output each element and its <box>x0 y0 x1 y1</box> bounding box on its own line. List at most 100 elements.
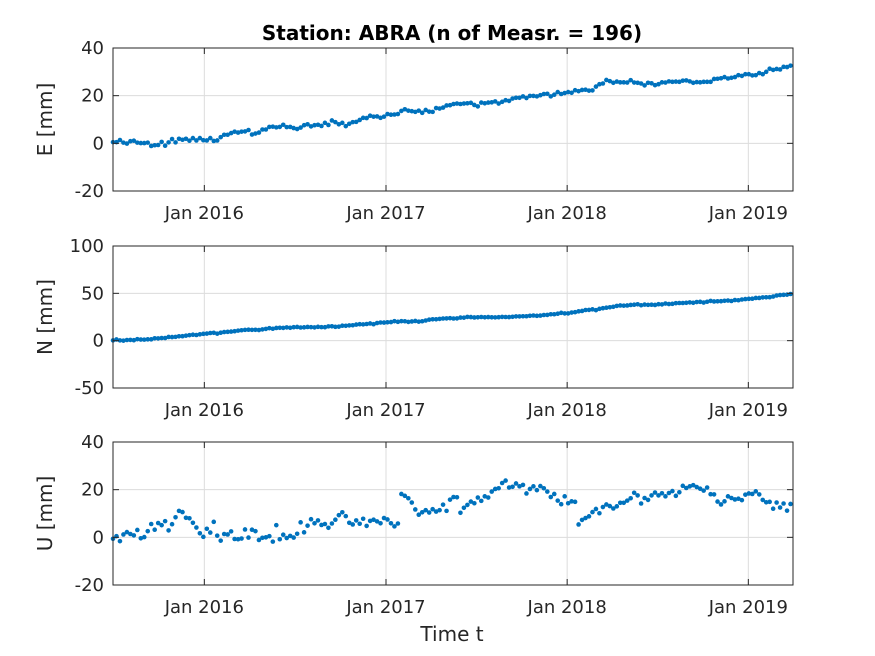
data-point <box>148 521 154 527</box>
data-point <box>274 522 279 528</box>
y-axis-title: U [mm] <box>33 476 57 552</box>
data-point <box>750 491 755 497</box>
data-point <box>333 324 338 330</box>
data-point <box>534 94 540 99</box>
y-axis-title: E [mm] <box>33 83 57 157</box>
data-point <box>395 319 401 325</box>
data-point <box>360 516 366 522</box>
data-point <box>225 329 230 335</box>
data-point <box>343 323 349 329</box>
data-point <box>753 295 759 301</box>
data-point <box>423 107 429 113</box>
data-point <box>739 73 745 79</box>
data-point <box>617 303 623 308</box>
x-tick-label: Jan 2016 <box>164 597 244 618</box>
data-point <box>214 533 220 538</box>
data-point <box>284 325 290 330</box>
data-point <box>499 480 505 486</box>
data-point <box>774 66 779 72</box>
data-point <box>128 138 133 144</box>
data-point <box>159 139 164 145</box>
data-point <box>207 330 213 336</box>
data-point <box>270 124 276 129</box>
data-point <box>718 75 724 81</box>
data-point <box>145 528 151 534</box>
data-point <box>770 67 776 73</box>
data-point <box>312 325 317 330</box>
data-point <box>576 309 581 314</box>
data-point <box>638 302 644 308</box>
data-point <box>333 517 338 522</box>
data-point <box>360 322 366 327</box>
y-ticks: -50 0 50 100 <box>70 236 793 399</box>
data-point <box>131 533 137 538</box>
data-point <box>249 132 255 137</box>
x-tick-label: Jan 2018 <box>527 400 607 421</box>
data-point <box>583 307 588 313</box>
data-point <box>628 77 633 83</box>
data-point <box>531 313 536 318</box>
data-point <box>166 140 171 145</box>
data-point <box>253 131 258 136</box>
data-point <box>180 333 185 339</box>
data-point <box>458 510 463 516</box>
data-point <box>440 502 446 507</box>
data-point <box>155 336 161 341</box>
data-point <box>166 528 171 533</box>
data-point <box>465 100 470 106</box>
data-point <box>649 493 654 498</box>
data-point <box>680 78 686 83</box>
data-point <box>788 63 793 68</box>
data-point <box>572 499 578 505</box>
data-point <box>169 136 175 142</box>
data-point <box>551 491 557 497</box>
data-point <box>677 79 682 85</box>
data-point <box>611 506 616 511</box>
data-point <box>173 140 178 145</box>
data-point <box>562 311 567 316</box>
data-points <box>110 63 793 149</box>
data-point <box>267 533 272 539</box>
data-point <box>326 525 331 531</box>
data-point <box>378 320 383 325</box>
data-point <box>503 97 508 103</box>
data-point <box>565 311 571 316</box>
data-point <box>256 537 262 543</box>
data-point <box>722 499 727 504</box>
data-point <box>218 134 224 140</box>
data-point <box>538 92 543 98</box>
data-point <box>489 489 495 494</box>
data-point <box>440 316 446 321</box>
data-point <box>406 319 411 325</box>
data-point <box>423 318 429 323</box>
data-point <box>465 502 470 508</box>
data-point <box>128 531 133 537</box>
data-point <box>187 138 192 144</box>
data-point <box>624 498 630 503</box>
data-point <box>656 301 661 307</box>
data-point <box>683 300 689 306</box>
data-point <box>260 127 265 132</box>
data-point <box>232 129 237 134</box>
data-point <box>301 122 307 128</box>
data-point <box>412 507 418 512</box>
data-point <box>416 512 422 517</box>
data-point <box>520 94 526 99</box>
data-point <box>763 69 769 75</box>
data-point <box>506 98 512 104</box>
data-point <box>148 337 154 342</box>
data-point <box>326 324 331 329</box>
data-point <box>756 70 762 76</box>
data-point <box>715 76 720 82</box>
x-tick-label: Jan 2017 <box>345 597 425 618</box>
data-point <box>197 135 203 141</box>
data-point <box>517 314 522 319</box>
data-point <box>232 536 237 542</box>
data-point <box>242 129 248 134</box>
data-point <box>503 478 508 483</box>
data-point <box>138 535 144 541</box>
data-points <box>110 291 793 343</box>
data-point <box>367 321 373 326</box>
y-tick-label: 0 <box>93 527 104 548</box>
data-point <box>298 325 303 330</box>
